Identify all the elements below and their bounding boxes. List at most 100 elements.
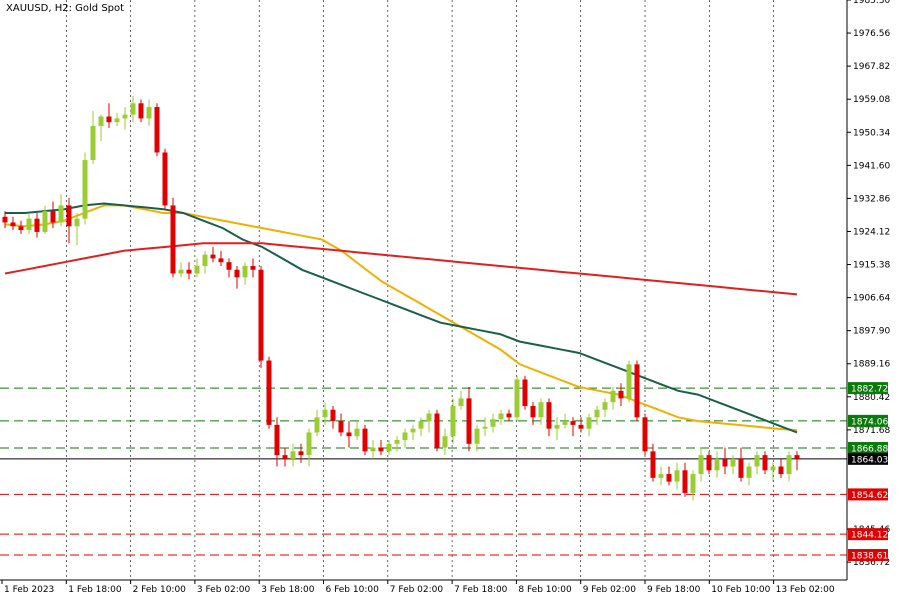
candle-bull (194, 265, 200, 274)
candle-bull (122, 114, 128, 119)
candle-bear (722, 458, 728, 467)
level-label-box (848, 452, 888, 465)
x-tick-label: 2 Feb 10:00 (133, 585, 187, 595)
candle-bull (306, 432, 312, 456)
y-tick-label: 1941.60 (853, 161, 890, 171)
candle-bull (90, 125, 96, 161)
candle-bear (778, 466, 784, 475)
candle-bull (746, 466, 752, 478)
candle-bear (618, 390, 624, 399)
level-label-box (848, 548, 888, 561)
candle-bull (514, 379, 520, 418)
candle-bull (786, 455, 792, 475)
candle-bull (370, 447, 376, 452)
candle-bear (154, 107, 160, 153)
candle-bear (50, 211, 56, 223)
level-label: 1854.62 (851, 491, 888, 501)
candle-bull (594, 409, 600, 418)
candle-bull (410, 428, 416, 433)
candle-bull (314, 417, 320, 433)
candle-bull (754, 455, 760, 467)
candle-bear (298, 451, 304, 456)
candle-bear (578, 424, 584, 429)
candle-bull (26, 218, 32, 231)
candle-bear (666, 474, 672, 482)
candle-bear (522, 379, 528, 406)
candle-bull (554, 424, 560, 429)
candle-bull (658, 474, 664, 478)
level-label: 1844.12 (851, 531, 888, 541)
candle-bull (74, 218, 80, 227)
candle-bull (82, 160, 88, 219)
chart-title: XAUUSD, H2: Gold Spot (6, 3, 125, 14)
candle-bull (98, 116, 104, 126)
level-label: 1864.03 (851, 455, 888, 465)
level-label-box (848, 488, 888, 501)
level-label: 1882.72 (851, 385, 888, 395)
candle-bear (250, 265, 256, 270)
x-tick-label: 7 Feb 18:00 (454, 585, 508, 595)
candle-bull (290, 451, 296, 459)
candle-bear (634, 364, 640, 418)
candle-bull (498, 413, 504, 420)
candle-bull (426, 413, 432, 422)
candle-bull (242, 265, 248, 278)
candle-bear (106, 116, 112, 123)
candle-bull (698, 455, 704, 475)
candle-bull (562, 421, 568, 425)
y-tick-label: 1906.64 (853, 294, 890, 304)
moving-average-line (4, 204, 798, 432)
candle-bull (474, 428, 480, 444)
candle-bull (674, 470, 680, 482)
candle-bear (282, 455, 288, 459)
x-tick-label: 8 Feb 10:00 (518, 585, 572, 595)
candle-bull (442, 436, 448, 448)
candle-bear (434, 413, 440, 448)
x-tick-label: 7 Feb 02:00 (390, 585, 444, 595)
candle-bull (770, 466, 776, 471)
candle-bear (274, 424, 280, 456)
candle-bear (162, 152, 168, 206)
x-tick-label: 10 Feb 10:00 (711, 585, 770, 595)
y-tick-label: 1932.86 (853, 194, 890, 204)
candle-bull (202, 254, 208, 266)
candle-bear (530, 405, 536, 418)
candle-bear (66, 205, 72, 227)
candle-bear (266, 360, 272, 425)
candle-bear (650, 451, 656, 478)
candle-bull (450, 405, 456, 437)
candle-bear (642, 417, 648, 452)
candle-bear (506, 413, 512, 418)
candle-bear (738, 458, 744, 478)
level-label: 1838.61 (851, 551, 888, 561)
candle-bull (602, 402, 608, 410)
level-label-box (848, 414, 888, 427)
candle-bull (714, 458, 720, 471)
candle-bear (346, 432, 352, 437)
x-tick-label: 3 Feb 18:00 (261, 585, 315, 595)
candle-bear (794, 455, 800, 459)
y-tick-label: 1976.56 (853, 29, 890, 39)
candle-bear (570, 421, 576, 425)
x-tick-label: 9 Feb 18:00 (647, 585, 701, 595)
y-tick-label: 1897.90 (853, 327, 890, 337)
x-tick-label: 13 Feb 02:00 (776, 585, 835, 595)
candle-bull (114, 118, 120, 123)
x-tick-label: 3 Feb 02:00 (197, 585, 251, 595)
moving-average-line (4, 242, 798, 296)
level-label: 1866.88 (851, 445, 888, 455)
candle-bear (330, 409, 336, 422)
candle-bull (130, 103, 136, 115)
candle-bull (354, 428, 360, 437)
level-label: 1874.06 (851, 417, 888, 427)
candle-bear (186, 269, 192, 274)
level-label-box (848, 528, 888, 541)
candle-bear (2, 216, 8, 223)
candle-bull (418, 421, 424, 429)
y-tick-label: 1889.16 (853, 360, 890, 370)
candle-bull (146, 107, 152, 119)
y-tick-label: 1871.68 (853, 426, 890, 436)
moving-average-line (5, 202, 798, 434)
